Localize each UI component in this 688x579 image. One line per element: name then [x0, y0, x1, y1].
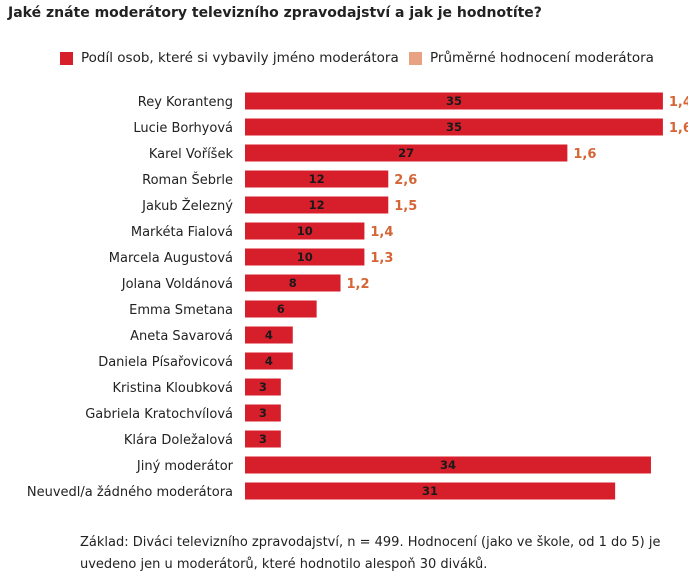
- category-label: Lucie Borhyová: [133, 121, 233, 136]
- category-label: Daniela Písařovicová: [98, 355, 233, 370]
- category-label: Jakub Železný: [141, 198, 233, 214]
- category-label: Klára Doležalová: [124, 433, 233, 448]
- category-label: Neuvedl/a žádného moderátora: [27, 485, 233, 500]
- bar: [245, 404, 281, 422]
- legend-label-share: Podíl osob, které si vybavily jméno mode…: [81, 50, 399, 66]
- category-label: Roman Šebrle: [142, 172, 233, 188]
- bar: [245, 248, 365, 266]
- bar-value-label: 3: [259, 406, 267, 420]
- rating-label: 1,6: [573, 147, 596, 162]
- bar: [245, 430, 281, 448]
- bar: [245, 222, 365, 240]
- legend-swatch-rating: [409, 51, 422, 65]
- bar: [245, 352, 293, 370]
- legend-swatch-share: [60, 51, 73, 65]
- category-label: Jiný moderátor: [136, 459, 234, 474]
- bar-value-label: 6: [277, 302, 285, 316]
- category-label: Marcela Augustová: [109, 251, 233, 266]
- rating-label: 1,6: [669, 121, 688, 136]
- bar-value-label: 4: [265, 354, 273, 368]
- category-label: Aneta Savarová: [130, 329, 233, 344]
- legend-item-share: Podíl osob, které si vybavily jméno mode…: [60, 50, 399, 66]
- rating-label: 1,3: [370, 251, 393, 266]
- legend: Podíl osob, které si vybavily jméno mode…: [0, 50, 688, 70]
- bar: [245, 92, 663, 110]
- bar: [245, 170, 389, 188]
- bar: [245, 456, 651, 474]
- chart-footnote: Základ: Diváci televizního zpravodajství…: [80, 535, 661, 572]
- legend-item-rating: Průměrné hodnocení moderátora: [409, 50, 654, 66]
- bar-value-label: 10: [297, 250, 313, 264]
- category-label: Markéta Fialová: [131, 225, 233, 240]
- category-label: Emma Smetana: [129, 303, 233, 318]
- bar-value-label: 10: [297, 224, 313, 238]
- bar: [245, 378, 281, 396]
- bar-value-label: 12: [309, 172, 325, 186]
- category-label: Jolana Voldánová: [121, 277, 233, 292]
- rating-label: 2,6: [394, 173, 417, 188]
- bar: [245, 196, 389, 214]
- bar: [245, 326, 293, 344]
- bar: [245, 274, 341, 292]
- bar-value-label: 31: [422, 484, 438, 498]
- bar-value-label: 27: [398, 146, 414, 160]
- bar: [245, 144, 568, 162]
- category-label: Gabriela Kratochvílová: [85, 407, 233, 422]
- rating-label: 1,2: [347, 277, 370, 292]
- bar: [245, 300, 317, 318]
- bar-value-label: 12: [309, 198, 325, 212]
- legend-label-rating: Průměrné hodnocení moderátora: [430, 50, 654, 66]
- bar-value-label: 3: [259, 380, 267, 394]
- bar-value-label: 35: [446, 94, 462, 108]
- bar: [245, 482, 616, 500]
- bar-value-label: 35: [446, 120, 462, 134]
- chart-title: Jaké znáte moderátory televizního zpravo…: [8, 5, 542, 21]
- category-label: Rey Koranteng: [138, 95, 233, 110]
- bar-value-label: 3: [259, 432, 267, 446]
- bar-value-label: 4: [265, 328, 273, 342]
- bar-value-label: 8: [289, 276, 297, 290]
- category-label: Karel Voříšek: [149, 147, 234, 162]
- rating-label: 1,4: [370, 225, 393, 240]
- rating-label: 1,5: [394, 199, 417, 214]
- bar: [245, 118, 663, 136]
- bar-value-label: 34: [440, 458, 456, 472]
- rating-label: 1,4: [669, 95, 688, 110]
- category-label: Kristina Kloubková: [112, 381, 233, 396]
